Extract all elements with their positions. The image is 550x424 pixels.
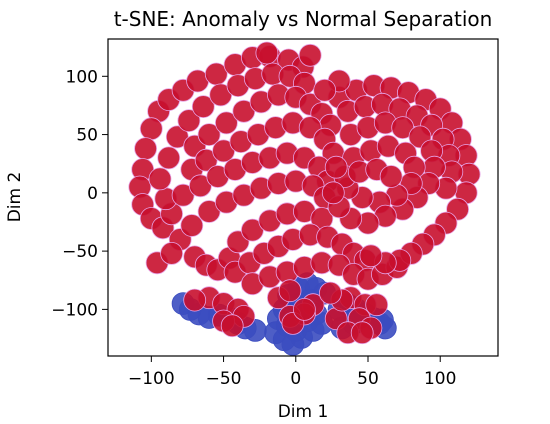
scatter-point	[324, 155, 348, 179]
scatter-point	[350, 321, 374, 345]
scatter-point	[313, 78, 337, 102]
scatter-point	[148, 167, 172, 191]
scatter-point	[255, 41, 279, 65]
scatter-point	[365, 293, 389, 317]
scatter-point	[292, 297, 316, 321]
x-axis-label: Dim 1	[278, 402, 329, 422]
plot-frame	[107, 38, 499, 357]
scatter-point	[134, 137, 158, 161]
scatter-point	[177, 109, 201, 132]
points-layer	[128, 41, 481, 356]
scatter-point	[379, 165, 403, 188]
scatter-point	[298, 43, 322, 67]
scatter-point	[278, 279, 302, 303]
x-tick-label: −100	[128, 369, 175, 389]
scatter-point	[157, 146, 181, 170]
y-tick-label: −100	[51, 300, 98, 320]
y-tick-label: 50	[76, 126, 98, 146]
chart-title: t-SNE: Anomaly vs Normal Separation	[114, 7, 493, 31]
x-tick-label: 50	[357, 369, 379, 389]
scatter-point	[197, 123, 221, 147]
scatter-point	[220, 314, 244, 338]
scatter-point	[321, 181, 345, 205]
y-tick-label: 100	[66, 67, 98, 87]
scatter-point	[180, 214, 204, 237]
x-tick-label: 100	[424, 369, 456, 389]
y-tick-label: 0	[87, 184, 98, 204]
y-axis-label: Dim 2	[5, 172, 25, 223]
scatter-point	[183, 288, 207, 312]
scatter-point	[318, 281, 342, 305]
scatter-point	[139, 117, 163, 141]
y-axis: −100 −50 0 50 100	[51, 67, 108, 320]
x-tick-label: −50	[206, 369, 242, 389]
scatter-point	[160, 241, 184, 265]
scatter-point	[359, 244, 383, 268]
x-tick-label: 0	[290, 369, 301, 389]
scatter-point	[214, 111, 238, 135]
y-tick-label: −50	[62, 242, 98, 262]
x-axis: −100 −50 0 50 100	[128, 356, 456, 389]
scatter-point	[191, 95, 215, 118]
